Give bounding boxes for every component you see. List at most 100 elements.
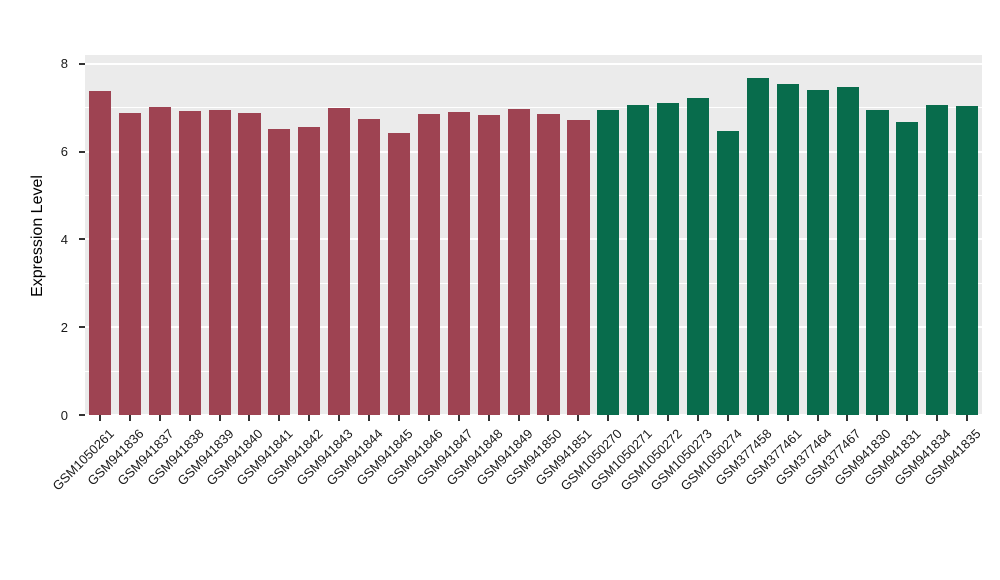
bar-slot <box>863 55 893 415</box>
bar-slot <box>833 55 863 415</box>
bar-slot <box>773 55 803 415</box>
x-tick-mark-GSM1050272 <box>667 415 670 421</box>
gridline-minor-3 <box>85 282 982 284</box>
bar-GSM941834 <box>926 105 949 415</box>
x-tick-mark-GSM377458 <box>756 415 759 421</box>
x-tick-mark-GSM941850 <box>547 415 550 421</box>
bar-slot <box>504 55 534 415</box>
gridline-minor-5 <box>85 195 982 196</box>
bar-GSM941841 <box>268 128 291 415</box>
bar-slot <box>623 55 653 415</box>
x-tick-mark-GSM1050261 <box>98 415 101 421</box>
bar-slot <box>444 55 474 415</box>
bar-GSM941831 <box>896 122 919 415</box>
bar-slot <box>205 55 235 415</box>
x-tick-mark-GSM941843 <box>338 415 341 421</box>
x-tick-mark-GSM941836 <box>128 415 131 421</box>
bar-slot <box>474 55 504 415</box>
x-tick-mark-GSM941841 <box>278 415 281 421</box>
bar-slot <box>264 55 294 415</box>
y-tick-mark-8 <box>79 62 85 65</box>
bar-slot <box>145 55 175 415</box>
bar-slot <box>713 55 743 415</box>
x-tick-mark-GSM941835 <box>966 415 969 421</box>
x-tick-mark-GSM1050270 <box>607 415 610 421</box>
bar-GSM941837 <box>148 106 171 415</box>
x-tick-mark-GSM941837 <box>158 415 161 421</box>
bar-GSM941846 <box>417 114 440 415</box>
bar-GSM941850 <box>537 113 560 415</box>
bar-slot <box>235 55 265 415</box>
x-tick-mark-GSM1050273 <box>696 415 699 421</box>
gridline-minor-7 <box>85 107 982 109</box>
x-tick-mark-GSM941838 <box>188 415 191 421</box>
x-tick-mark-GSM941848 <box>487 415 490 421</box>
bar-GSM1050271 <box>627 105 650 415</box>
bar-GSM941843 <box>328 107 351 415</box>
bar-slot <box>384 55 414 415</box>
x-tick-mark-GSM941844 <box>368 415 371 421</box>
bar-GSM1050273 <box>687 98 710 415</box>
bar-GSM941830 <box>866 110 889 415</box>
bar-GSM941836 <box>118 112 141 415</box>
y-tick-label-4: 4 <box>60 231 68 247</box>
gridline-major-2 <box>85 326 982 329</box>
x-tick-mark-GSM941851 <box>577 415 580 421</box>
bar-GSM941847 <box>447 112 470 415</box>
x-tick-mark-GSM941830 <box>876 415 879 421</box>
y-tick-label-6: 6 <box>60 144 68 160</box>
bar-GSM1050272 <box>657 103 680 415</box>
gridline-minor-1 <box>85 370 982 372</box>
gridline-major-4 <box>85 238 982 241</box>
bar-GSM941840 <box>238 112 261 415</box>
y-tick-mark-6 <box>79 150 85 153</box>
bar-slot <box>892 55 922 415</box>
gridline-major-6 <box>85 150 982 153</box>
bar-slot <box>952 55 982 415</box>
bar-GSM377464 <box>806 90 829 415</box>
bar-GSM941838 <box>178 110 201 415</box>
y-tick-mark-0 <box>79 414 85 416</box>
gridline-major-0 <box>85 414 982 416</box>
bar-GSM941845 <box>387 133 411 415</box>
bar-slot <box>743 55 773 415</box>
x-tick-mark-GSM941845 <box>397 415 400 421</box>
y-tick-label-0: 0 <box>60 407 68 423</box>
plot-panel <box>85 55 982 416</box>
bar-slot <box>922 55 952 415</box>
bar-slot <box>653 55 683 415</box>
bar-GSM1050274 <box>716 130 740 415</box>
bar-GSM1050261 <box>88 91 112 415</box>
bar-slot <box>564 55 594 415</box>
bar-GSM941844 <box>358 119 381 415</box>
x-tick-mark-GSM941840 <box>248 415 251 421</box>
bar-slot <box>324 55 354 415</box>
x-tick-mark-GSM941839 <box>218 415 221 421</box>
bar-slot <box>294 55 324 415</box>
x-tick-mark-GSM941846 <box>427 415 430 421</box>
y-tick-mark-4 <box>79 238 85 241</box>
bar-slot <box>534 55 564 415</box>
y-tick-label-2: 2 <box>60 319 68 335</box>
bar-GSM1050270 <box>597 109 620 415</box>
bar-GSM377461 <box>776 83 799 415</box>
x-tick-mark-GSM377464 <box>816 415 819 421</box>
x-tick-mark-GSM941834 <box>936 415 939 421</box>
x-tick-mark-GSM941849 <box>517 415 520 421</box>
bar-GSM941839 <box>208 109 231 415</box>
bar-slot <box>354 55 384 415</box>
x-tick-mark-GSM377467 <box>846 415 849 421</box>
bar-slot <box>115 55 145 415</box>
y-tick-mark-2 <box>79 326 85 329</box>
x-tick-mark-GSM377461 <box>786 415 789 421</box>
y-tick-label-8: 8 <box>60 56 68 72</box>
bar-GSM941835 <box>956 105 979 415</box>
bar-GSM941851 <box>567 119 590 415</box>
bar-GSM941842 <box>298 127 321 415</box>
bar-slot <box>175 55 205 415</box>
bar-slot <box>414 55 444 415</box>
bar-GSM377467 <box>836 86 859 415</box>
bar-GSM941848 <box>477 114 500 415</box>
x-tick-mark-GSM941842 <box>308 415 311 421</box>
